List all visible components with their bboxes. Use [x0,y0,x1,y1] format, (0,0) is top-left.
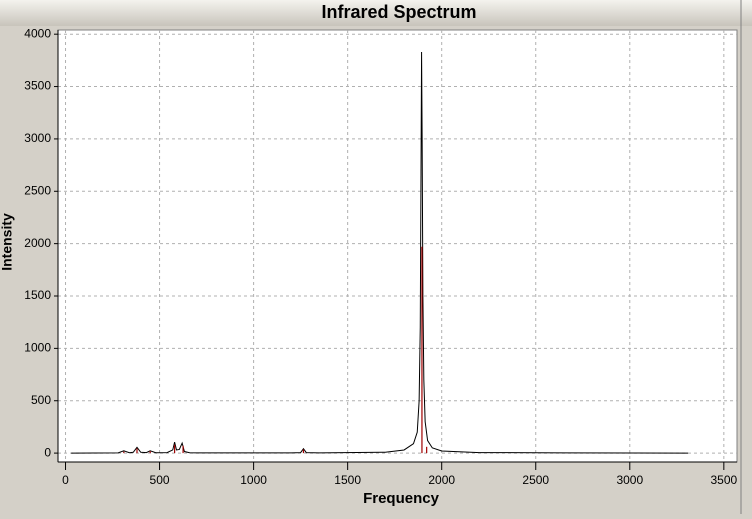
x-tick-label: 3000 [616,473,643,487]
y-axis-label: Intensity [0,213,15,271]
x-tick-label: 3500 [710,473,737,487]
x-tick-label: 0 [62,473,69,487]
y-tick-label: 2000 [24,236,51,250]
y-tick-label: 1000 [24,341,51,355]
x-tick-label: 1500 [334,473,361,487]
y-tick-label: 2500 [24,183,51,197]
x-tick-label: 2000 [428,473,455,487]
title-bar [0,0,752,26]
x-tick-label: 2500 [522,473,549,487]
chart-title: Infrared Spectrum [321,2,476,22]
y-tick-label: 3000 [24,131,51,145]
y-tick-label: 3500 [24,79,51,93]
x-tick-label: 1000 [240,473,267,487]
y-tick-label: 500 [31,393,51,407]
x-axis-label: Frequency [363,490,440,507]
y-tick-label: 4000 [24,26,51,40]
y-tick-label: 0 [44,445,51,459]
spectrum-line [71,51,689,454]
y-tick-label: 1500 [24,288,51,302]
x-tick-label: 500 [150,473,170,487]
